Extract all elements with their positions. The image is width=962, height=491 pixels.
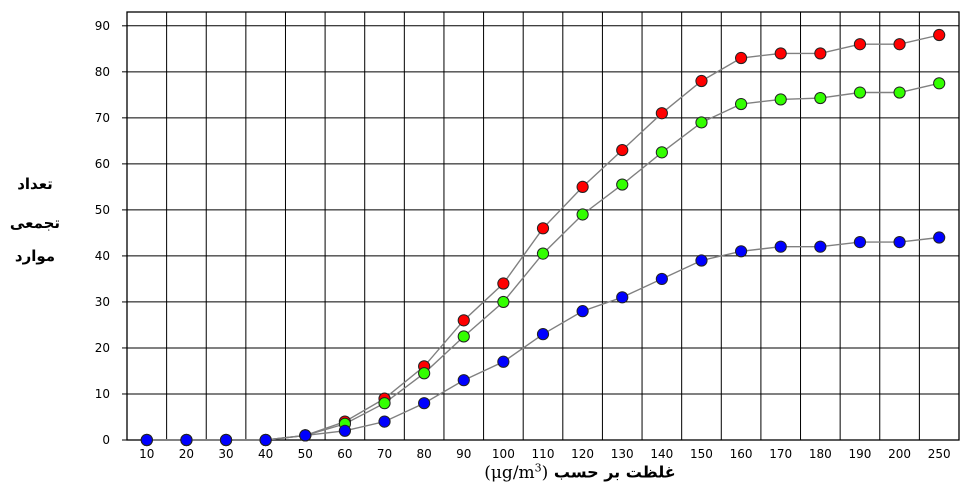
data-point-series-1: [695, 74, 708, 88]
x-tick-label: 40: [258, 447, 273, 461]
x-tick-label: 170: [769, 447, 792, 461]
data-point-series-2: [695, 116, 708, 129]
data-point-series-3: [695, 254, 708, 267]
data-point-series-3: [457, 374, 470, 387]
series-line-2: [146, 82, 940, 441]
x-tick-label: 20: [179, 447, 194, 461]
data-point-series-2: [576, 208, 589, 221]
x-tick-label: 150: [690, 447, 713, 461]
plot-border: [126, 11, 960, 441]
data-point-series-3: [378, 415, 391, 428]
x-tick-label: 10: [139, 447, 154, 461]
y-tick-label: 20: [95, 341, 110, 355]
data-point-series-3: [814, 240, 827, 253]
data-point-series-3: [893, 236, 906, 249]
data-point-series-1: [576, 180, 589, 193]
data-point-series-2: [616, 178, 629, 191]
data-point-series-2: [933, 77, 946, 90]
data-point-series-1: [933, 28, 946, 42]
data-point-series-1: [655, 107, 668, 120]
data-point-series-1: [814, 47, 827, 60]
x-tick-label: 80: [417, 447, 432, 461]
x-tick-label: 50: [298, 447, 313, 461]
data-point-series-2: [853, 86, 867, 99]
x-tick-label: 190: [848, 447, 871, 461]
x-tick-label: 60: [337, 447, 352, 461]
data-point-series-1: [893, 38, 906, 51]
y-tick-label: 10: [95, 387, 110, 401]
x-axis-ticks: 10 20 30 40 50 60 70 80 90 100 110 120 130 140 150 160 1…: [139, 447, 950, 461]
x-tick-label: 180: [809, 447, 832, 461]
data-point-series-2: [814, 91, 827, 105]
data-point-series-2: [457, 330, 470, 343]
x-tick-label: 200: [888, 447, 911, 461]
x-tick-label: 110: [532, 447, 555, 461]
data-point-series-2: [734, 97, 748, 111]
data-point-series-2: [655, 146, 668, 159]
data-point-series-3: [734, 245, 748, 258]
data-point-series-3: [536, 328, 550, 341]
x-tick-label: 30: [218, 447, 233, 461]
data-point-series-3: [418, 397, 431, 410]
y-tick-label: 50: [95, 203, 110, 217]
data-point-series-2: [418, 367, 431, 380]
x-axis-label-text: غلظت بر حسب: [553, 462, 676, 482]
data-point-series-2: [497, 295, 510, 309]
x-tick-label: 120: [571, 447, 594, 461]
series-points: [140, 28, 946, 447]
data-point-series-3: [219, 433, 233, 447]
y-tick-label: 70: [95, 111, 110, 125]
x-tick-label: 100: [492, 447, 515, 461]
x-tick-label: 250: [928, 447, 951, 461]
data-point-series-1: [853, 38, 867, 51]
y-tick-label: 80: [95, 65, 110, 79]
data-point-series-1: [497, 277, 510, 290]
y-axis-ticks: 0 10 20 30 40 50 60 70 80 90: [95, 19, 110, 447]
y-tick-label: 0: [102, 433, 110, 447]
x-tick-label: 160: [730, 447, 753, 461]
x-axis-label: (μg/m3) غلظت بر حسب: [380, 461, 780, 483]
data-point-series-1: [457, 314, 470, 327]
data-point-series-2: [378, 397, 391, 410]
y-axis-label-line-3: موارد: [14, 247, 56, 265]
y-axis-label-line-1: تعداد: [17, 175, 53, 193]
data-point-series-1: [734, 51, 748, 65]
data-point-series-3: [576, 305, 589, 318]
data-point-series-3: [140, 433, 153, 447]
y-tick-label: 40: [95, 249, 110, 263]
data-point-series-2: [536, 247, 550, 260]
data-point-series-3: [616, 291, 629, 304]
y-tick-label: 90: [95, 19, 110, 33]
y-tick-label: 60: [95, 157, 110, 171]
x-tick-label: 140: [650, 447, 673, 461]
y-tick-label: 30: [95, 295, 110, 309]
data-point-series-3: [933, 231, 946, 244]
data-point-series-2: [893, 86, 906, 99]
data-point-series-1: [536, 222, 550, 235]
x-axis-unit: (μg/m3): [484, 461, 549, 483]
data-point-series-3: [299, 429, 312, 442]
data-point-series-3: [497, 355, 510, 368]
data-point-series-3: [774, 240, 787, 253]
data-point-series-1: [774, 47, 787, 60]
x-tick-label: 90: [456, 447, 471, 461]
data-point-series-3: [259, 433, 272, 447]
data-point-series-2: [774, 93, 787, 106]
x-tick-label: 130: [611, 447, 634, 461]
data-point-series-3: [655, 272, 668, 286]
data-point-series-3: [338, 424, 352, 437]
data-point-series-3: [180, 433, 193, 447]
y-axis-label-line-2: تجمعی: [9, 214, 61, 232]
x-tick-label: 70: [377, 447, 392, 461]
data-point-series-1: [616, 143, 629, 157]
data-point-series-3: [853, 236, 867, 249]
